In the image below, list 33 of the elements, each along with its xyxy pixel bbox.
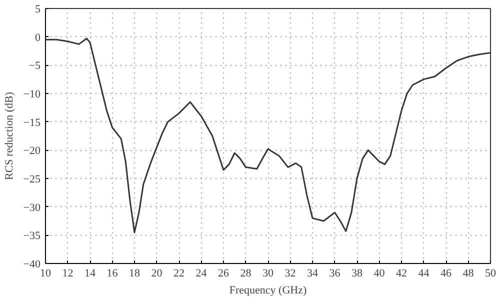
y-axis-title: RCS reduction (dB) [3,92,16,180]
x-tick-label: 40 [374,268,386,280]
x-axis-title: Frequency (GHz) [229,284,307,296]
x-tick-label: 16 [106,268,118,280]
y-tick-label: −40 [23,258,41,270]
y-tick-label: −15 [23,116,41,129]
x-tick-label: 12 [62,268,74,280]
y-tick-label: −25 [23,174,41,186]
x-tick-label: 28 [240,268,252,280]
x-tick-label: 44 [418,268,430,280]
x-tick-label: 50 [485,268,496,280]
x-tick-label: 14 [84,268,96,280]
x-tick-label: 30 [262,268,274,280]
x-tick-label: 26 [218,268,230,280]
y-tick-label: −20 [23,145,41,158]
x-tick-label: 22 [174,268,184,280]
x-tick-label: 32 [284,268,296,280]
y-tick-label: −10 [23,88,41,100]
x-tick-label: 48 [462,268,474,280]
y-tick-label: −35 [23,230,41,242]
y-tick-label: −30 [23,202,41,214]
x-tick-label: 24 [196,268,208,280]
x-tick-label: 34 [307,268,318,280]
y-tick-label: −5 [28,60,41,72]
x-tick-label: 18 [129,268,140,280]
x-tick-label: 38 [352,268,363,280]
y-tick-label: 0 [35,32,41,44]
x-tick-label: 10 [40,268,52,280]
y-tick-label: 5 [35,4,41,16]
x-tick-label: 42 [396,268,407,280]
x-tick-label: 20 [151,268,163,280]
x-tick-label: 36 [329,268,341,280]
x-tick-label: 46 [440,268,452,280]
